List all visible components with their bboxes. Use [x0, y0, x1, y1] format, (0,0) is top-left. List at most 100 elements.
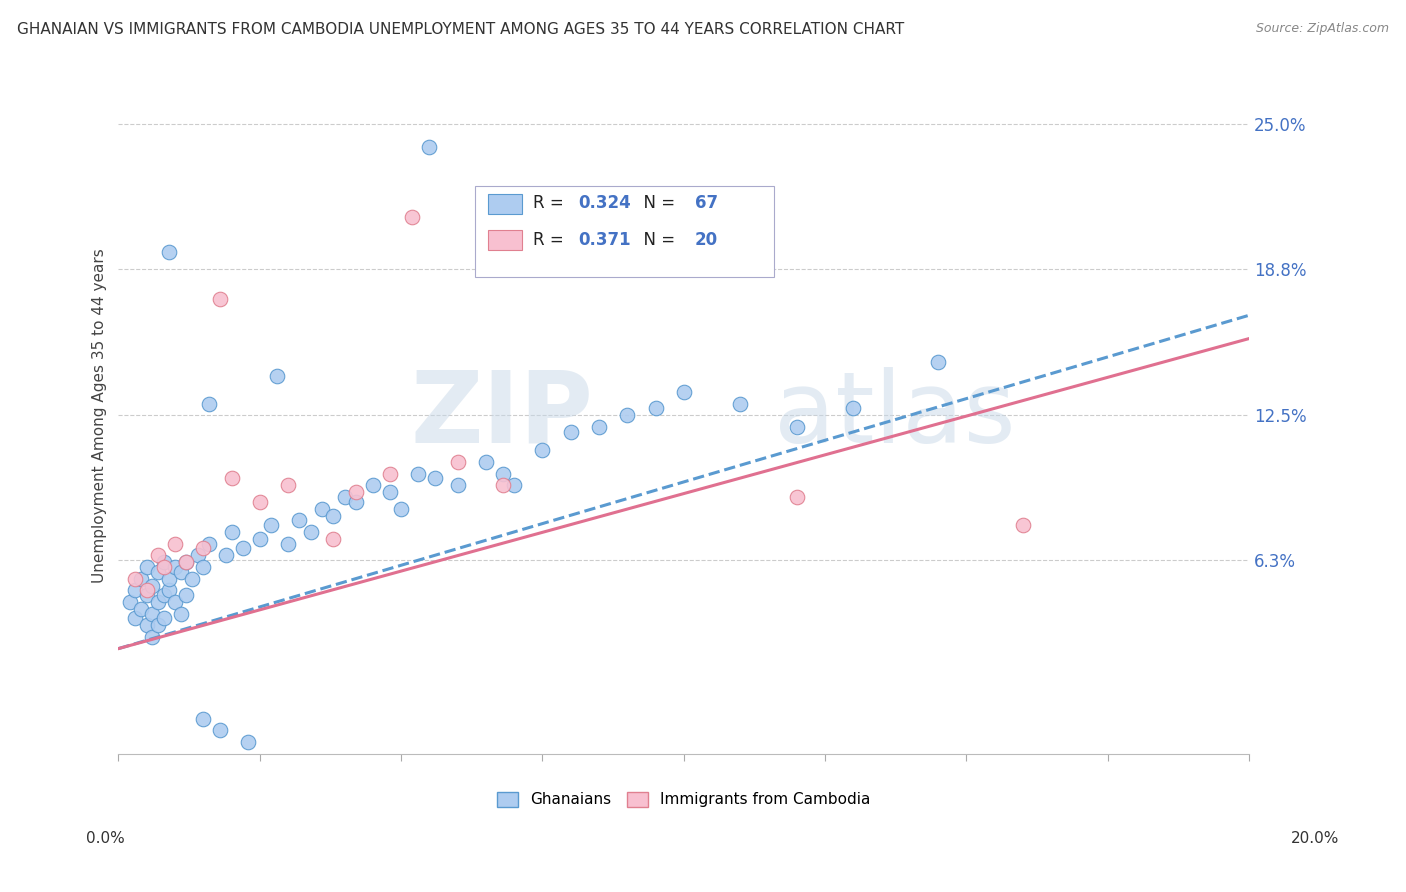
Y-axis label: Unemployment Among Ages 35 to 44 years: Unemployment Among Ages 35 to 44 years [93, 248, 107, 582]
Text: N =: N = [633, 231, 681, 249]
Text: ZIP: ZIP [411, 367, 593, 464]
Point [135, 583, 157, 598]
Point [215, 549, 238, 563]
Point [447, 455, 470, 469]
Point [135, 560, 157, 574]
Point [378, 467, 401, 481]
Text: N =: N = [633, 194, 681, 212]
Point [174, 555, 197, 569]
Point [209, 292, 232, 306]
Point [174, 555, 197, 569]
Text: 20: 20 [695, 231, 718, 249]
Point [129, 572, 152, 586]
Point [475, 455, 498, 469]
Text: 0.371: 0.371 [579, 231, 631, 249]
Point [423, 471, 446, 485]
Text: 0.0%: 0.0% [86, 831, 125, 846]
Point [232, 541, 254, 556]
Point [118, 595, 141, 609]
Point [588, 420, 610, 434]
Text: 0.324: 0.324 [579, 194, 631, 212]
Point [786, 420, 808, 434]
Point [152, 588, 174, 602]
FancyBboxPatch shape [488, 229, 522, 250]
Point [249, 532, 271, 546]
Point [152, 611, 174, 625]
Point [644, 401, 666, 416]
Point [135, 618, 157, 632]
Point [401, 211, 423, 225]
Point [152, 560, 174, 574]
Point [163, 560, 186, 574]
Text: 20.0%: 20.0% [1291, 831, 1339, 846]
Point [187, 549, 209, 563]
Point [560, 234, 582, 248]
Point [492, 478, 515, 492]
Point [141, 630, 163, 644]
Point [344, 485, 367, 500]
Point [238, 735, 260, 749]
Point [288, 513, 311, 527]
Point [672, 385, 695, 400]
Point [730, 397, 752, 411]
Point [193, 712, 215, 726]
Point [1012, 518, 1035, 533]
Point [616, 409, 638, 423]
Point [221, 524, 243, 539]
Point [193, 541, 215, 556]
Point [266, 368, 288, 383]
Point [124, 583, 146, 598]
Point [447, 478, 470, 492]
Point [181, 572, 204, 586]
Point [277, 537, 299, 551]
Point [193, 560, 215, 574]
Point [927, 355, 949, 369]
FancyBboxPatch shape [488, 194, 522, 214]
Point [389, 501, 412, 516]
Legend: Ghanaians, Immigrants from Cambodia: Ghanaians, Immigrants from Cambodia [491, 786, 877, 814]
Point [157, 583, 180, 598]
Point [198, 397, 221, 411]
Point [322, 508, 344, 523]
Point [260, 518, 283, 533]
Point [163, 537, 186, 551]
Point [249, 494, 271, 508]
Point [277, 478, 299, 492]
Point [169, 607, 191, 621]
Point [146, 549, 169, 563]
Point [492, 467, 515, 481]
Point [157, 572, 180, 586]
Point [146, 595, 169, 609]
Point [163, 595, 186, 609]
FancyBboxPatch shape [475, 186, 775, 277]
Point [361, 478, 384, 492]
Point [169, 565, 191, 579]
Point [322, 532, 344, 546]
Text: Source: ZipAtlas.com: Source: ZipAtlas.com [1256, 22, 1389, 36]
Point [333, 490, 356, 504]
Point [152, 555, 174, 569]
Point [344, 494, 367, 508]
Point [209, 723, 232, 738]
Text: R =: R = [533, 231, 569, 249]
Point [786, 490, 808, 504]
Point [135, 588, 157, 602]
Point [311, 501, 333, 516]
Point [198, 537, 221, 551]
Point [146, 618, 169, 632]
Point [146, 565, 169, 579]
Point [174, 588, 197, 602]
Point [221, 471, 243, 485]
Point [418, 140, 440, 154]
Point [406, 467, 429, 481]
Point [124, 611, 146, 625]
Point [842, 401, 865, 416]
Point [531, 443, 554, 458]
Text: 67: 67 [695, 194, 718, 212]
Point [503, 478, 526, 492]
Point [141, 607, 163, 621]
Text: GHANAIAN VS IMMIGRANTS FROM CAMBODIA UNEMPLOYMENT AMONG AGES 35 TO 44 YEARS CORR: GHANAIAN VS IMMIGRANTS FROM CAMBODIA UNE… [17, 22, 904, 37]
Text: atlas: atlas [775, 367, 1017, 464]
Text: R =: R = [533, 194, 569, 212]
Point [560, 425, 582, 439]
